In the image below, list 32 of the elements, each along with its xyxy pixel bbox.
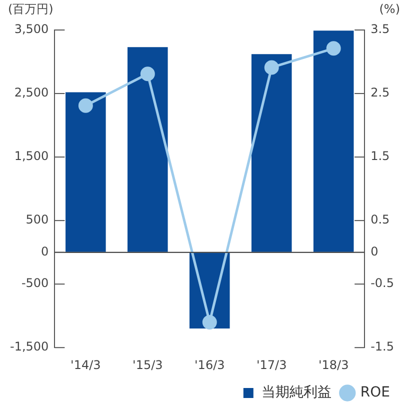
y-tick-label: 0 bbox=[41, 244, 49, 258]
x-tick-label: '17/3 bbox=[256, 358, 287, 372]
y-tick-label: 3,500 bbox=[14, 22, 49, 36]
y-tick-label: 1,500 bbox=[14, 149, 49, 164]
legend-label: 当期純利益 bbox=[261, 384, 332, 401]
y2-tick-label: 0 bbox=[370, 244, 378, 258]
x-tick-label: '16/3 bbox=[194, 358, 225, 372]
y2-tick-label: 3.5 bbox=[370, 22, 390, 36]
y2-tick-label: -0.5 bbox=[370, 276, 394, 290]
y-tick-label: 2,500 bbox=[14, 86, 49, 100]
point bbox=[326, 41, 341, 56]
y2-axis-title: (%) bbox=[379, 2, 400, 16]
point bbox=[78, 98, 93, 113]
y2-tick-label: 0.5 bbox=[370, 212, 390, 227]
legend-label: ROE bbox=[360, 384, 390, 401]
y-tick-label: 500 bbox=[26, 212, 49, 227]
x-tick-label: '15/3 bbox=[132, 358, 163, 372]
bar bbox=[128, 47, 168, 252]
bar bbox=[66, 92, 106, 252]
y2-tick-label: -1.5 bbox=[370, 340, 394, 354]
y2-tick-label: 2.5 bbox=[370, 86, 390, 100]
y-axis-title: (百万円) bbox=[8, 2, 54, 16]
y2-tick-label: 1.5 bbox=[370, 149, 390, 164]
x-tick-label: '14/3 bbox=[70, 358, 101, 372]
y-tick-label: -500 bbox=[21, 276, 49, 290]
x-tick-label: '18/3 bbox=[318, 358, 349, 372]
point bbox=[202, 314, 217, 330]
bar bbox=[313, 30, 354, 252]
point bbox=[140, 66, 155, 82]
point bbox=[264, 60, 279, 75]
y-tick-label: -1,500 bbox=[10, 340, 49, 354]
bar bbox=[251, 54, 292, 252]
